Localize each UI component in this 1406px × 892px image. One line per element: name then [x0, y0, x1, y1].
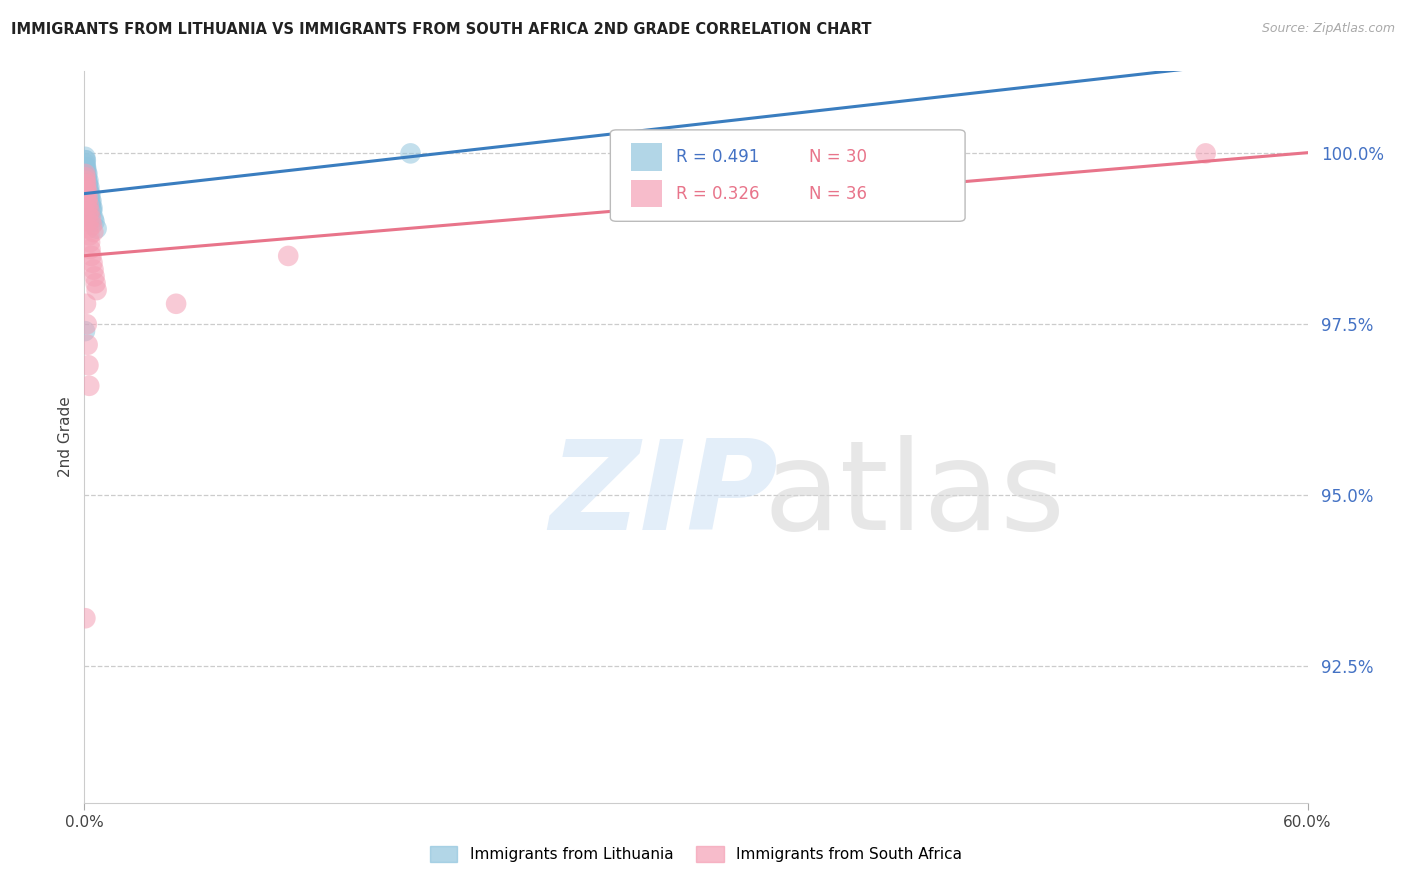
Point [79, 242, 101, 256]
Y-axis label: 2nd Grade: 2nd Grade [58, 397, 73, 477]
Point [79, 187, 101, 202]
Point [73, 324, 96, 338]
Point [165, 297, 187, 311]
Point [82, 201, 104, 215]
Point [75, 163, 97, 178]
Point [75, 180, 97, 194]
Point [82, 204, 104, 219]
Point [79, 191, 101, 205]
Point [76, 184, 98, 198]
Point [75, 297, 97, 311]
Point [77, 180, 100, 194]
Text: N = 30: N = 30 [808, 148, 866, 166]
Point [76, 170, 98, 185]
Point [80, 194, 103, 209]
Point [75, 153, 97, 168]
Point [76, 194, 98, 209]
Point [82, 218, 104, 232]
Point [76, 174, 98, 188]
Point [82, 225, 104, 239]
Point [77, 197, 100, 211]
Point [77, 208, 100, 222]
Point [83, 269, 105, 284]
Point [76, 191, 98, 205]
Point [79, 194, 101, 209]
Point [77, 215, 100, 229]
Point [80, 249, 103, 263]
Point [77, 221, 100, 235]
Point [83, 215, 105, 229]
Point [399, 146, 422, 161]
Text: R = 0.326: R = 0.326 [676, 185, 759, 202]
Point [77, 174, 100, 188]
Point [277, 249, 299, 263]
Point [76, 201, 98, 215]
Point [75, 153, 97, 168]
Point [75, 160, 97, 174]
Point [86, 283, 108, 297]
Text: atlas: atlas [763, 435, 1066, 556]
Point [76, 338, 98, 352]
Point [79, 204, 101, 219]
Text: Source: ZipAtlas.com: Source: ZipAtlas.com [1261, 22, 1395, 36]
Point [77, 379, 100, 393]
Point [79, 235, 101, 250]
Point [75, 167, 97, 181]
Point [77, 187, 100, 202]
Point [77, 184, 100, 198]
Point [75, 156, 97, 170]
Point [77, 359, 100, 373]
Point [75, 150, 97, 164]
Point [79, 228, 101, 243]
Point [80, 197, 103, 211]
Text: R = 0.491: R = 0.491 [676, 148, 759, 166]
Point [82, 256, 104, 270]
Point [77, 177, 100, 191]
Text: ZIP: ZIP [550, 435, 778, 556]
Point [86, 221, 108, 235]
Point [75, 167, 97, 181]
Point [75, 160, 97, 174]
Point [75, 174, 97, 188]
Point [76, 167, 98, 181]
Text: IMMIGRANTS FROM LITHUANIA VS IMMIGRANTS FROM SOUTH AFRICA 2ND GRADE CORRELATION : IMMIGRANTS FROM LITHUANIA VS IMMIGRANTS … [11, 22, 872, 37]
FancyBboxPatch shape [610, 130, 965, 221]
Point [83, 262, 105, 277]
Point [1195, 146, 1218, 161]
Bar [631, 143, 662, 171]
Point [75, 170, 97, 185]
Point [75, 187, 97, 202]
Legend: Immigrants from Lithuania, Immigrants from South Africa: Immigrants from Lithuania, Immigrants fr… [423, 840, 969, 868]
Point [83, 211, 105, 226]
Point [75, 611, 97, 625]
Point [80, 211, 103, 226]
Point [75, 177, 97, 191]
Point [79, 180, 101, 194]
Point [80, 201, 103, 215]
Bar [631, 179, 662, 208]
Text: N = 36: N = 36 [808, 185, 866, 202]
Point [84, 277, 107, 291]
Point [76, 318, 98, 332]
